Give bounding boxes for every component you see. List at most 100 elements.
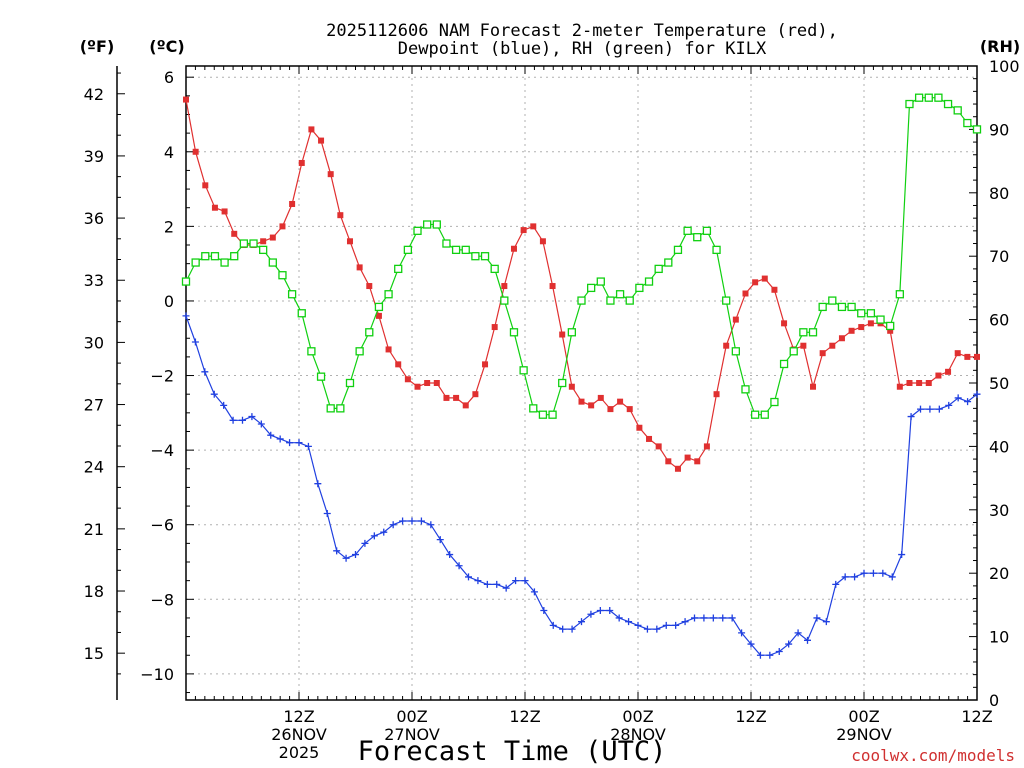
temperature-point	[346, 238, 353, 245]
temperature-point	[559, 331, 566, 338]
temperature-point	[318, 137, 325, 144]
fahrenheit-tick-label: 33	[84, 271, 104, 290]
temperature-point	[761, 275, 768, 282]
x-tick-label: 27NOV	[384, 725, 440, 744]
dewpoint-point	[427, 521, 435, 529]
temperature-point	[327, 171, 334, 178]
rh-point	[837, 302, 847, 312]
dewpoint-point	[634, 621, 642, 629]
rh-tick-label: 40	[989, 437, 1009, 456]
temperature-point	[530, 223, 537, 230]
temperature-point	[703, 443, 710, 450]
fahrenheit-tick-label: 21	[84, 520, 104, 539]
dewpoint-point	[455, 562, 463, 570]
rh-point	[374, 302, 384, 312]
dewpoint-point	[493, 580, 501, 588]
rh-point	[567, 328, 577, 337]
rh-point	[625, 296, 634, 305]
rh-point	[423, 220, 432, 229]
dewpoint-point	[643, 625, 651, 633]
x-tick-label: 12Z	[283, 707, 314, 726]
dewpoint-point	[408, 517, 416, 525]
temperature-point	[906, 380, 913, 386]
rh-point	[953, 106, 962, 115]
rh-point	[355, 347, 364, 356]
rh-point	[201, 252, 210, 261]
rh-point	[924, 93, 933, 102]
fahrenheit-tick-label: 42	[84, 85, 104, 104]
x-tick-label: 29NOV	[836, 725, 892, 744]
rh-point	[644, 277, 654, 286]
rh-point	[615, 290, 625, 299]
dewpoint-point	[483, 580, 491, 588]
temperature-point	[674, 465, 681, 472]
temperature-point	[781, 320, 788, 327]
dewpoint-point	[201, 368, 209, 376]
temperature-point	[453, 394, 460, 401]
dewpoint-point	[804, 636, 811, 644]
rh-point	[345, 378, 355, 388]
dewpoint-point	[672, 621, 680, 629]
dewpoint-point	[973, 390, 981, 398]
temperature-point	[858, 324, 865, 331]
rh-point	[239, 239, 249, 248]
dewpoint-point	[785, 640, 793, 648]
dewpoint-point	[239, 416, 246, 424]
rh-point	[297, 309, 306, 318]
x-tick-label: 12Z	[961, 707, 992, 726]
x-tick-label: 12Z	[509, 707, 540, 726]
rh-point	[220, 258, 229, 267]
celsius-tick-label: 6	[164, 68, 174, 87]
dewpoint-point	[587, 610, 595, 618]
temperature-point	[636, 424, 643, 431]
dewpoint-point	[389, 521, 397, 529]
celsius-tick-label: −8	[150, 590, 174, 609]
dewpoint-point	[502, 584, 510, 592]
dewpoint-point	[728, 614, 736, 622]
celsius-tick-label: −6	[150, 516, 174, 535]
temperature-point	[838, 335, 845, 342]
dewpoint-point	[220, 401, 228, 409]
temperature-point	[568, 383, 575, 390]
celsius-tick-label: −10	[140, 665, 174, 684]
temperature-point	[974, 353, 980, 360]
x-tick-label: 00Z	[396, 707, 427, 726]
rh-point	[741, 385, 750, 394]
rh-point	[210, 252, 220, 261]
rh-point	[914, 93, 924, 102]
rh-series	[181, 93, 982, 419]
dewpoint-point	[352, 551, 359, 559]
dewpoint-point	[286, 439, 294, 447]
celsius-tick-label: 0	[164, 292, 174, 311]
rh-point	[750, 410, 760, 419]
dewpoint-point	[917, 405, 924, 413]
series	[181, 93, 982, 659]
rh-point	[943, 99, 953, 109]
dewpoint-point	[568, 625, 576, 633]
rh-point	[394, 264, 403, 274]
rh-point	[789, 347, 798, 356]
dewpoint-point	[898, 551, 906, 559]
dewpoint-point	[559, 625, 567, 633]
dewpoint-point	[521, 577, 529, 585]
temperature-point	[183, 96, 189, 103]
dewpoint-point	[606, 606, 614, 614]
rh-point	[538, 410, 548, 419]
dewpoint-point	[700, 614, 708, 622]
rh-point	[403, 245, 413, 255]
temperature-point	[597, 394, 604, 401]
rh-tick-label: 30	[989, 501, 1009, 520]
temperature-point	[298, 159, 305, 166]
temperature-point	[202, 182, 209, 189]
temperature-point	[472, 391, 479, 398]
temperature-line	[185, 99, 977, 470]
dewpoint-point	[926, 405, 934, 413]
dewpoint-point	[257, 420, 265, 428]
rh-point	[808, 328, 818, 337]
dewpoint-point	[662, 621, 670, 629]
x-axis-title: Forecast Time (UTC)	[358, 736, 667, 767]
dewpoint-point	[935, 405, 943, 413]
dewpoint-point	[248, 413, 256, 421]
temperature-point	[954, 350, 961, 357]
temperature-point	[617, 398, 624, 405]
